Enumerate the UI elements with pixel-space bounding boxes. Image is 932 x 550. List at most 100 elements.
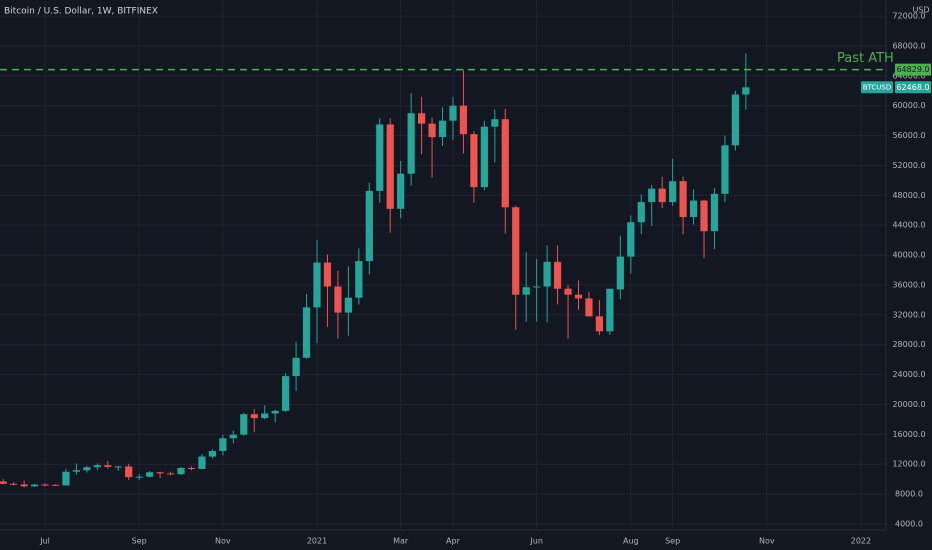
- candle-body: [397, 173, 405, 209]
- candle-body: [522, 287, 530, 295]
- candle-body: [41, 484, 49, 486]
- candle-body: [627, 222, 635, 257]
- candle-body: [0, 481, 7, 484]
- chart-title: Bitcoin / U.S. Dollar, 1W, BITFINEX: [4, 7, 158, 17]
- x-tick-label: 2021: [307, 537, 327, 546]
- candle-body: [669, 181, 677, 203]
- candle-body: [700, 200, 708, 232]
- candle-body: [177, 467, 185, 475]
- y-tick-label: 60000.0: [892, 101, 925, 110]
- candle-body: [198, 456, 206, 469]
- y-tick-label: 24000.0: [892, 370, 925, 379]
- y-tick-label: 48000.0: [892, 191, 925, 200]
- candle-body: [689, 200, 698, 218]
- candle-body: [407, 113, 415, 174]
- candle-body: [72, 470, 81, 472]
- candle-body: [166, 473, 175, 475]
- candle-body: [553, 261, 562, 289]
- y-tick-label: 64000.0: [892, 71, 925, 80]
- candle-body: [219, 438, 227, 451]
- candle-body: [710, 193, 719, 232]
- symbol-label: BTCUSD: [863, 83, 892, 91]
- candle-body: [574, 294, 583, 299]
- candle-body: [104, 465, 112, 467]
- candle-body: [606, 288, 614, 332]
- currency-label: USD: [912, 6, 929, 15]
- candle-body: [533, 286, 541, 288]
- candle-body: [365, 190, 373, 262]
- candle-body: [564, 288, 572, 295]
- x-tick-label: Apr: [446, 537, 461, 546]
- y-tick-label: 52000.0: [892, 161, 925, 170]
- candle-body: [595, 316, 604, 332]
- candle-body: [512, 207, 520, 295]
- y-tick-label: 68000.0: [892, 41, 925, 50]
- x-tick-label: Nov: [759, 537, 775, 546]
- candle-body: [271, 410, 279, 414]
- candle-body: [585, 298, 593, 317]
- candle-body: [62, 471, 70, 486]
- y-tick-label: 8000.0: [895, 490, 923, 499]
- candles: [0, 53, 750, 488]
- candle-body: [438, 120, 447, 138]
- candle-body: [282, 376, 290, 411]
- x-tick-label: 2022: [851, 537, 871, 546]
- ath-annotation: Past ATH: [837, 51, 894, 66]
- candle-body: [135, 476, 143, 478]
- ath-price-label: 64829.0: [896, 65, 929, 74]
- y-tick-label: 4000.0: [895, 520, 923, 529]
- candle-body: [114, 466, 122, 468]
- y-tick-label: 36000.0: [892, 280, 925, 289]
- candle-body: [313, 262, 321, 308]
- x-tick-label: Sep: [665, 537, 680, 546]
- candle-body: [648, 188, 656, 203]
- candle-body: [742, 87, 750, 95]
- candle-body: [51, 484, 60, 486]
- candle-body: [418, 113, 426, 124]
- y-tick-label: 32000.0: [892, 310, 925, 319]
- candle-body: [501, 119, 509, 208]
- candle-body: [10, 483, 18, 485]
- x-tick-label: Mar: [393, 537, 409, 546]
- candle-body: [146, 472, 154, 477]
- symbol-tag: [861, 81, 893, 94]
- candle-body: [543, 261, 551, 287]
- candle-body: [240, 414, 248, 435]
- x-tick-label: Aug: [623, 537, 639, 546]
- x-tick-label: Sep: [132, 537, 147, 546]
- candle-body: [20, 484, 28, 487]
- candle-body: [376, 124, 384, 191]
- candle-body: [292, 357, 300, 377]
- candle-body: [83, 467, 91, 471]
- candle-body: [459, 105, 468, 135]
- candle-body: [261, 413, 269, 419]
- candle-body: [323, 262, 332, 287]
- candle-body: [334, 286, 342, 313]
- candle-body: [30, 484, 39, 487]
- candle-body: [229, 434, 237, 439]
- y-tick-label: 28000.0: [892, 340, 925, 349]
- candle-body: [125, 466, 133, 478]
- candle-body: [93, 465, 101, 468]
- y-tick-label: 40000.0: [892, 251, 925, 260]
- candle-body: [491, 119, 499, 127]
- candle-body: [344, 297, 352, 313]
- candle-body: [480, 126, 488, 188]
- candle-body: [470, 134, 478, 188]
- candle-body: [731, 94, 739, 146]
- ath-price-tag: [895, 63, 931, 76]
- candle-body: [679, 181, 687, 218]
- candle-body: [187, 467, 196, 469]
- y-tick-label: 56000.0: [892, 131, 925, 140]
- candle-body: [156, 472, 164, 474]
- candle-body: [428, 123, 436, 138]
- candle-body: [616, 256, 624, 290]
- last-price-label: 62468.0: [896, 83, 929, 92]
- last-price-tag: [895, 81, 931, 94]
- candle-body: [637, 202, 645, 223]
- candle-body: [386, 124, 394, 209]
- y-tick-label: 20000.0: [892, 400, 925, 409]
